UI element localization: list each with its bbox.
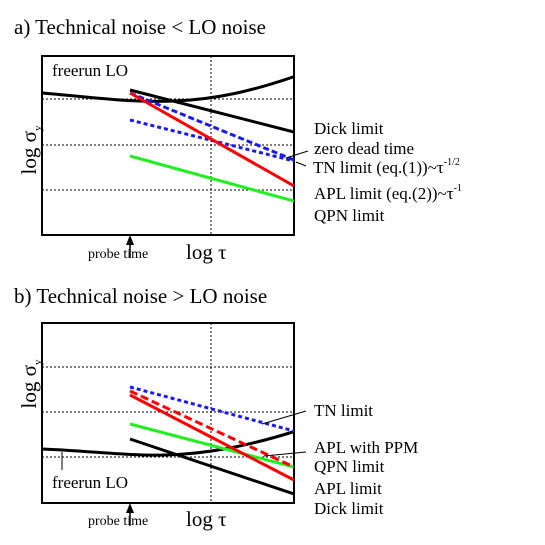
panel-a-probe-arrow [126, 235, 134, 258]
panel-a-apl-label: APL limit (eq.(2))~τ-1 [314, 183, 462, 203]
panel-a-leaders [285, 150, 309, 167]
panel-b-apl-label: APL limit [314, 479, 382, 498]
panel-b-probe-label: probe time [88, 514, 148, 529]
dick-limit-line [129, 88, 294, 134]
panel-a-curves [42, 75, 294, 203]
panel-b-qpn-label: QPN limit [314, 457, 385, 476]
panel-a-tn-label: TN limit (eq.(1))~τ-1/2 [313, 157, 460, 177]
panel-b-leaders [261, 410, 307, 457]
panel-a-zero-label: zero dead time [314, 139, 414, 158]
panel-a-ylabel: log σy [17, 125, 44, 174]
panel-a: a) Technical noise < LO noise freerun LO… [14, 15, 462, 264]
panel-b-freerun-label: freerun LO [52, 473, 128, 492]
panel-b-dick-label: Dick limit [314, 499, 384, 518]
panel-a-frame [41, 55, 295, 236]
dick-limit-line-b [129, 437, 294, 496]
panel-a-dick-label: Dick limit [314, 119, 384, 138]
freerun-lo-curve-b [42, 430, 294, 457]
qpn-limit-line-b [129, 422, 294, 469]
panel-a-title: a) Technical noise < LO noise [14, 15, 266, 39]
panel-b-ylabel: log σy [17, 359, 44, 408]
apl-limit-line-b [129, 393, 294, 482]
panel-b-title: b) Technical noise > LO noise [14, 284, 267, 308]
tn-limit-line-b [129, 385, 294, 433]
panel-b-grid [42, 323, 294, 503]
qpn-limit-line [129, 154, 294, 203]
apl-limit-line [129, 91, 294, 188]
panel-b-apl-ppm-label: APL with PPM [314, 438, 418, 457]
panel-b-probe-arrow [126, 503, 134, 526]
panel-b-frame [41, 322, 295, 504]
zero-dead-time-line [129, 91, 294, 162]
panel-a-xlabel: log τ [186, 240, 227, 264]
apl-ppm-line [129, 389, 294, 469]
panel-b-xlabel: log τ [186, 507, 227, 531]
panel-a-qpn-label: QPN limit [314, 206, 385, 225]
panel-b: b) Technical noise > LO noise freerun LO… [14, 284, 418, 531]
panel-a-probe-label: probe time [88, 247, 148, 262]
panel-a-freerun-label: freerun LO [52, 61, 128, 80]
panel-b-curves [42, 385, 294, 496]
panel-b-tn-label: TN limit [314, 401, 373, 420]
